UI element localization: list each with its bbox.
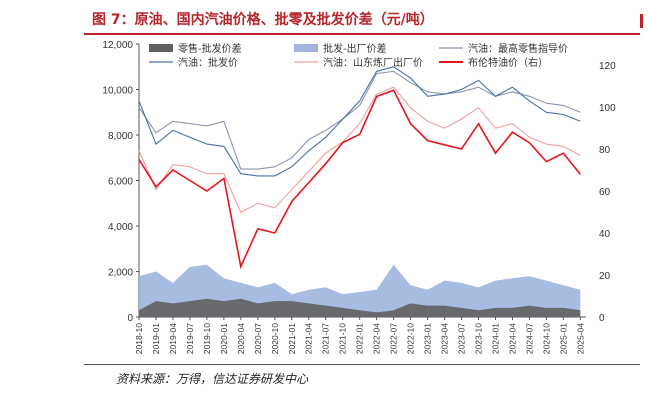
series-line xyxy=(138,70,581,170)
x-tick-label: 2022-10 xyxy=(406,323,416,354)
x-tick-label: 2020-01 xyxy=(219,323,229,354)
x-tick-label: 2023-04 xyxy=(440,323,450,354)
source-note: 资料来源：万得，信达证券研发中心 xyxy=(116,372,309,386)
x-tick-label: 2022-01 xyxy=(355,323,365,354)
x-tick-label: 2024-10 xyxy=(541,323,551,354)
legend-label: 汽油：山东炼厂出厂价 xyxy=(323,56,423,69)
legend-label: 布伦特油价（右） xyxy=(468,56,548,69)
x-tick-label: 2020-07 xyxy=(253,323,263,354)
x-tick-label: 2021-01 xyxy=(287,323,297,354)
x-tick-label: 2021-04 xyxy=(304,323,314,354)
x-tick-label: 2022-07 xyxy=(389,323,399,354)
left-tick-label: 12,000 xyxy=(102,40,133,51)
x-tick-label: 2025-01 xyxy=(558,323,568,354)
left-tick-label: 4,000 xyxy=(108,222,133,233)
figure-title: 图 7：原油、国内汽油价格、批零及批发价差（元/吨） xyxy=(92,12,434,28)
right-tick-label: 120 xyxy=(599,61,616,72)
source-divider xyxy=(84,364,640,365)
legend-swatch xyxy=(149,44,173,52)
left-tick-label: 2,000 xyxy=(108,268,133,279)
page-edge-mark xyxy=(640,14,643,28)
right-tick-label: 20 xyxy=(599,271,611,282)
legend-label: 零售-批发价差 xyxy=(178,42,242,55)
figure-title-bar: 图 7：原油、国内汽油价格、批零及批发价差（元/吨） xyxy=(84,6,640,35)
right-tick-label: 0 xyxy=(599,313,605,324)
x-tick-label: 2019-10 xyxy=(202,323,212,354)
x-tick-label: 2019-01 xyxy=(151,323,161,354)
left-tick-label: 0 xyxy=(127,313,133,324)
legend-label: 批发-出厂价差 xyxy=(323,42,387,55)
x-tick-label: 2020-10 xyxy=(270,323,280,354)
left-tick-label: 10,000 xyxy=(102,86,133,97)
x-tick-label: 2025-04 xyxy=(575,323,585,354)
left-tick-label: 8,000 xyxy=(108,131,133,142)
right-tick-label: 40 xyxy=(599,229,611,240)
right-tick-label: 100 xyxy=(599,103,616,114)
x-tick-label: 2018-10 xyxy=(134,323,144,354)
x-tick-label: 2021-10 xyxy=(338,323,348,354)
chart: 0 2,000 4,000 6,000 8,000 10,000 12,000 0 20 40 60… xyxy=(102,40,616,354)
x-tick-label: 2024-01 xyxy=(490,323,500,354)
x-tick-label: 2024-07 xyxy=(524,323,534,354)
legend-label: 汽油：最高零售指导价 xyxy=(468,42,568,55)
x-tick-label: 2023-10 xyxy=(473,323,483,354)
left-tick-label: 6,000 xyxy=(108,177,133,188)
legend-swatch xyxy=(294,44,318,52)
x-tick-label: 2022-04 xyxy=(372,323,382,354)
x-tick-label: 2023-07 xyxy=(457,323,467,354)
series-area-retail-wholesale xyxy=(139,298,581,317)
right-tick-label: 60 xyxy=(599,187,611,198)
legend-label: 汽油：批发价 xyxy=(178,56,238,69)
x-tick-label: 2019-04 xyxy=(168,323,178,354)
x-tick-label: 2019-07 xyxy=(185,323,195,354)
series-line xyxy=(138,89,581,270)
x-tick-label: 2023-01 xyxy=(423,323,433,354)
x-tick-label: 2024-04 xyxy=(507,323,517,354)
right-tick-label: 80 xyxy=(599,145,611,156)
x-tick-label: 2021-07 xyxy=(321,323,331,354)
x-tick-label: 2020-04 xyxy=(236,323,246,354)
series-line xyxy=(138,66,581,177)
